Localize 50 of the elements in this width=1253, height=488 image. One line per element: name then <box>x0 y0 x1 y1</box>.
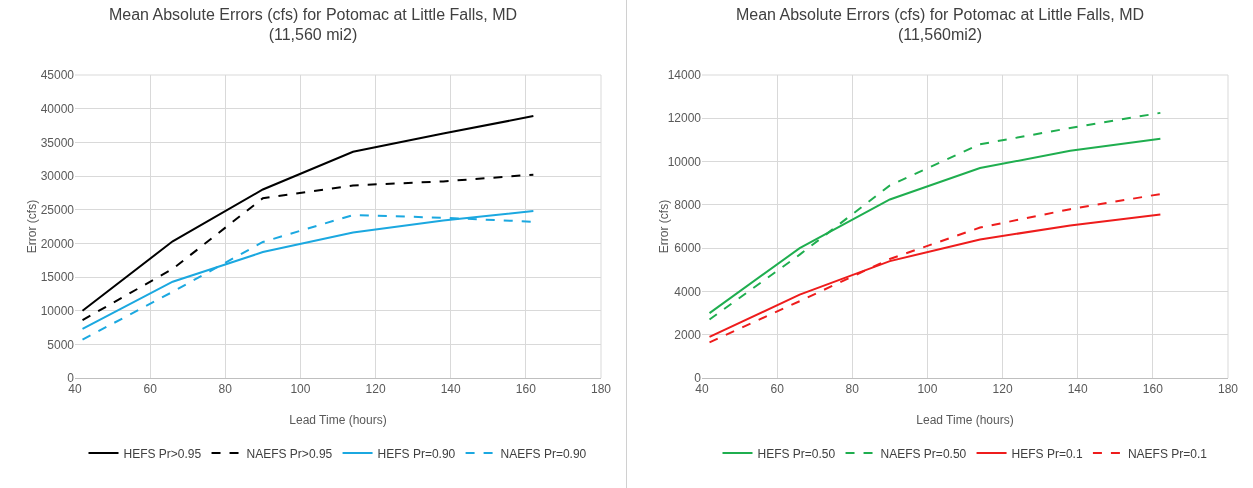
x-tick-label: 180 <box>590 382 612 397</box>
x-tick-label: 40 <box>68 382 82 397</box>
x-tick-label: 140 <box>1067 382 1089 397</box>
x-tick-label: 160 <box>515 382 537 397</box>
x-tick-label: 120 <box>365 382 386 397</box>
x-tick-label: 80 <box>845 382 860 397</box>
line-series <box>81 173 535 322</box>
y-axis-title: Error (cfs) <box>24 199 39 254</box>
legend-label: NAEFS Pr=0.50 <box>880 446 967 461</box>
legend-label: HEFS Pr=0.90 <box>377 446 456 461</box>
legend-label: NAEFS Pr>0.95 <box>246 446 333 461</box>
y-tick-label: 8000 <box>674 198 702 213</box>
y-tick-label: 5000 <box>47 337 75 352</box>
y-tick-label: 2000 <box>674 327 702 342</box>
y-tick-label: 14000 <box>667 68 702 83</box>
legend-label: HEFS Pr>0.95 <box>123 446 202 461</box>
x-tick-label: 40 <box>695 382 709 397</box>
legend-label: HEFS Pr=0.1 <box>1011 446 1083 461</box>
y-axis-title: Error (cfs) <box>657 199 671 254</box>
x-tick-label: 120 <box>992 382 1013 397</box>
legend-label: NAEFS Pr=0.1 <box>1127 446 1208 461</box>
y-tick-label: 20000 <box>40 236 75 251</box>
line-series <box>708 111 1162 321</box>
legend-label: HEFS Pr=0.50 <box>757 446 836 461</box>
y-tick-label: 4000 <box>674 284 702 299</box>
x-tick-label: 80 <box>218 382 233 397</box>
x-tick-label: 60 <box>770 382 785 397</box>
x-tick-label: 140 <box>440 382 462 397</box>
y-tick-label: 25000 <box>40 202 75 217</box>
y-tick-label: 6000 <box>674 241 702 256</box>
x-axis-title: Lead Time (hours) <box>289 413 387 427</box>
y-tick-label: 35000 <box>40 135 75 150</box>
y-tick-label: 15000 <box>40 270 75 285</box>
line-series <box>708 193 1162 344</box>
line-series <box>81 115 535 312</box>
x-tick-label: 100 <box>290 382 311 397</box>
x-tick-label: 180 <box>1217 382 1239 397</box>
y-tick-label: 40000 <box>40 101 75 116</box>
legend-label: NAEFS Pr=0.90 <box>500 446 587 461</box>
x-tick-label: 160 <box>1142 382 1164 397</box>
y-tick-label: 30000 <box>40 169 75 184</box>
x-tick-label: 100 <box>917 382 938 397</box>
y-tick-label: 12000 <box>667 111 702 126</box>
chart-title: Mean Absolute Errors (cfs) for Potomac at Little Falls, MD (11,560mi2) <box>735 5 1145 44</box>
y-tick-label: 10000 <box>667 154 702 169</box>
y-tick-label: 45000 <box>40 68 75 83</box>
chart-title: Mean Absolute Errors (cfs) for Potomac at Little Falls, MD (11,560 mi2) <box>108 5 518 44</box>
x-axis-title: Lead Time (hours) <box>916 413 1014 427</box>
x-tick-label: 60 <box>143 382 158 397</box>
y-tick-label: 10000 <box>40 303 75 318</box>
